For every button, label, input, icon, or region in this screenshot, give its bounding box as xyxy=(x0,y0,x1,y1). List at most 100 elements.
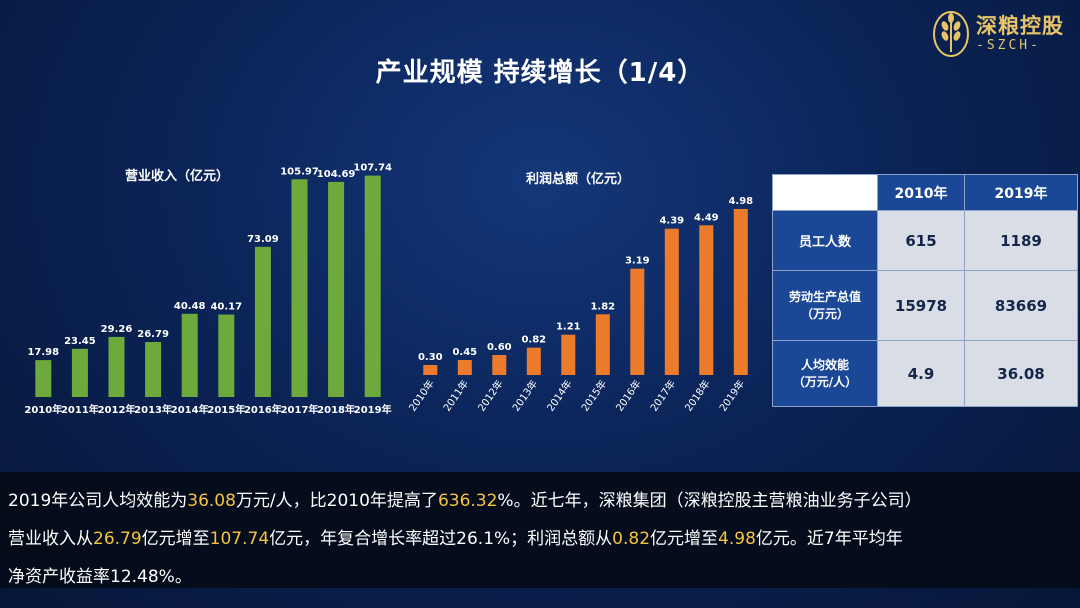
highlight-number: 636.32 xyxy=(437,491,498,511)
bar-2013年 xyxy=(526,347,541,375)
data-label: 0.30 xyxy=(418,352,443,363)
bar-2012年 xyxy=(108,336,125,397)
row-label-line: 劳动生产总值 xyxy=(788,289,861,304)
x-tick-label: 2019年 xyxy=(716,377,747,413)
table-row: 员工人数 615 1189 xyxy=(772,210,1078,271)
x-tick-label: 2015年 xyxy=(578,377,609,413)
page-title: 产业规模 持续增长（1/4） xyxy=(375,58,705,88)
table-col-2019: 2019年 xyxy=(964,174,1078,211)
bar-2015年 xyxy=(218,314,235,397)
x-tick-label: 2017年 xyxy=(281,403,319,416)
highlight-number: 4.98 xyxy=(718,529,756,549)
data-label: 104.69 xyxy=(317,169,356,180)
x-tick-label: 2019年 xyxy=(354,403,392,416)
data-label: 73.09 xyxy=(247,234,279,245)
table-row: 劳动生产总值 （万元） 15978 83669 xyxy=(772,270,1078,341)
bar-2011年 xyxy=(457,360,472,375)
summary-text: 亿元。近7年平均年 xyxy=(755,529,903,549)
logo-name: 深粮控股 xyxy=(976,14,1064,38)
profit-bar-chart: 0.30 2010年 0.45 2011年 0.60 2012年 0.82 2013年 1.21… xyxy=(406,196,753,414)
data-label: 40.17 xyxy=(210,302,242,313)
summary-text: 亿元，年复合增长率超过26.1%；利润总额从 xyxy=(269,529,613,549)
data-label: 17.98 xyxy=(27,347,59,358)
x-tick-label: 2010年 xyxy=(24,403,62,416)
data-label: 1.21 xyxy=(556,322,581,333)
x-tick-label: 2014年 xyxy=(171,403,209,416)
bar-2018年 xyxy=(328,181,345,397)
data-label: 26.79 xyxy=(137,329,169,340)
table-cell: 83669 xyxy=(964,270,1078,341)
profit-chart-title: 利润总额（亿元） xyxy=(526,172,631,187)
wheat-logo-icon xyxy=(933,11,969,57)
data-label: 0.45 xyxy=(452,347,477,358)
summary-text: 万元/人，比2010年提高了 xyxy=(235,491,438,511)
row-label-output: 劳动生产总值 （万元） xyxy=(772,270,878,341)
data-label: 4.39 xyxy=(659,216,684,227)
x-tick-label: 2015年 xyxy=(207,403,245,416)
data-label: 0.82 xyxy=(521,335,546,346)
x-tick-label: 2017年 xyxy=(647,377,678,413)
bar-2018年 xyxy=(699,225,714,375)
x-tick-label: 2016年 xyxy=(244,403,282,416)
bar-2014年 xyxy=(181,313,198,397)
revenue-chart-title: 营业收入（亿元） xyxy=(125,169,230,184)
logo-subtitle: -SZCH- xyxy=(976,38,1041,53)
table-col-2010: 2010年 xyxy=(877,174,965,211)
x-tick-label: 2013年 xyxy=(134,403,172,416)
efficiency-table: 2010年 2019年 员工人数 615 1189 劳动生产总值 （万元） 15… xyxy=(772,174,1078,407)
summary-footer: 2019年公司人均效能为36.08万元/人，比2010年提高了636.32%。近… xyxy=(0,472,1080,588)
data-label: 1.82 xyxy=(590,301,615,312)
bar-2019年 xyxy=(733,209,748,375)
bar-2015年 xyxy=(595,314,610,375)
summary-line-3: 净资产收益率12.48%。 xyxy=(8,562,192,587)
bar-2010年 xyxy=(35,360,52,397)
highlight-number: 36.08 xyxy=(187,491,236,511)
x-tick-label: 2014年 xyxy=(544,377,575,413)
x-tick-label: 2010年 xyxy=(406,377,437,413)
bar-2016年 xyxy=(630,268,645,375)
table-cell: 1189 xyxy=(964,210,1078,271)
bar-2017年 xyxy=(664,228,679,375)
bar-2012年 xyxy=(492,355,507,375)
row-label-unit: （万元） xyxy=(800,306,849,321)
data-label: 3.19 xyxy=(625,256,650,267)
x-tick-label: 2012年 xyxy=(475,377,506,413)
table-cell: 36.08 xyxy=(964,340,1078,407)
x-tick-label: 2018年 xyxy=(317,403,355,416)
data-label: 4.49 xyxy=(694,212,719,223)
summary-text: 营业收入从 xyxy=(8,529,93,549)
x-tick-label: 2016年 xyxy=(613,377,644,413)
table-cell: 615 xyxy=(877,210,965,271)
bar-2016年 xyxy=(254,246,271,397)
x-tick-label: 2013年 xyxy=(509,377,540,413)
summary-line-1: 2019年公司人均效能为36.08万元/人，比2010年提高了636.32%。近… xyxy=(8,486,922,511)
x-tick-label: 2012年 xyxy=(98,403,136,416)
data-label: 105.97 xyxy=(280,166,319,177)
x-tick-label: 2011年 xyxy=(440,377,471,413)
row-label-unit: （万元/人） xyxy=(792,374,858,389)
data-label: 0.60 xyxy=(487,342,512,353)
table-header-row: 2010年 2019年 xyxy=(772,174,1078,211)
data-label: 23.45 xyxy=(64,336,96,347)
row-label-line: 人均效能 xyxy=(800,357,849,372)
bar-2013年 xyxy=(145,342,162,397)
table-cell: 4.9 xyxy=(877,340,965,407)
data-label: 40.48 xyxy=(174,301,206,312)
bar-2019年 xyxy=(364,175,381,397)
highlight-number: 0.82 xyxy=(612,529,651,549)
bar-2017年 xyxy=(291,179,308,397)
table-cell: 15978 xyxy=(877,270,965,341)
bar-2010年 xyxy=(423,365,438,375)
bar-2011年 xyxy=(71,348,88,397)
table-row: 人均效能 （万元/人） 4.9 36.08 xyxy=(772,340,1078,407)
data-label: 29.26 xyxy=(101,324,133,335)
revenue-bar-chart: 17.98 2010年 23.45 2011年 29.26 2012年 26.79 2013年… xyxy=(24,163,392,416)
x-tick-label: 2018年 xyxy=(682,377,713,413)
summary-text: %。近七年，深粮集团（深粮控股主营粮油业务子公司） xyxy=(497,491,922,511)
summary-text: 净资产收益率12.48%。 xyxy=(8,567,192,587)
data-label: 4.98 xyxy=(728,196,753,207)
highlight-number: 107.74 xyxy=(209,529,270,549)
data-label: 107.74 xyxy=(353,163,392,174)
table-corner-cell xyxy=(772,174,878,211)
summary-text: 亿元增至 xyxy=(650,529,719,549)
